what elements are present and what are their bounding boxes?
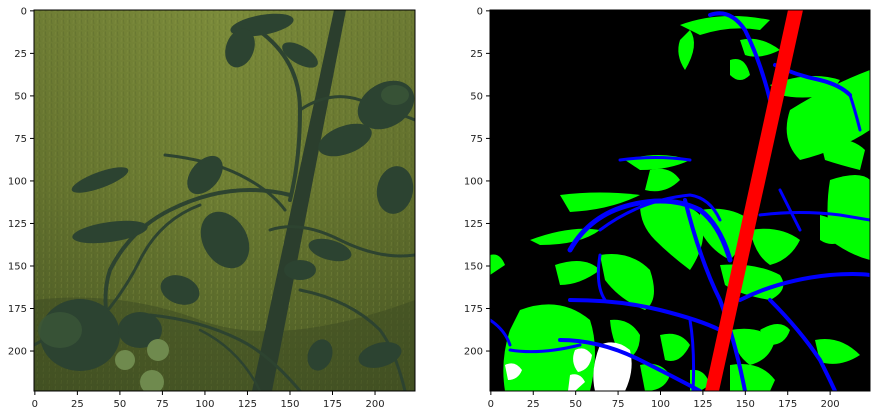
y-tick-label: 200 bbox=[8, 347, 27, 358]
y-tick-label: 25 bbox=[14, 49, 27, 60]
y-tick-label: 150 bbox=[464, 261, 483, 272]
y-tick-label: 100 bbox=[8, 176, 27, 187]
x-tick-label: 125 bbox=[693, 399, 712, 410]
y-tick-label: 175 bbox=[8, 304, 27, 315]
y-tick-label: 75 bbox=[14, 134, 27, 145]
y-axis-ticks: 0 25 50 75 100 125 150 175 200 bbox=[8, 6, 34, 358]
x-tick-label: 100 bbox=[195, 399, 214, 410]
x-tick-label: 175 bbox=[323, 399, 342, 410]
x-tick-label: 125 bbox=[238, 399, 257, 410]
y-tick-label: 75 bbox=[470, 134, 483, 145]
x-tick-label: 75 bbox=[156, 399, 169, 410]
y-tick-label: 50 bbox=[14, 91, 27, 102]
x-tick-label: 100 bbox=[651, 399, 670, 410]
x-tick-label: 25 bbox=[527, 399, 540, 410]
x-tick-label: 150 bbox=[280, 399, 299, 410]
y-tick-label: 200 bbox=[464, 347, 483, 358]
y-tick-label: 25 bbox=[470, 49, 483, 60]
y-tick-label: 0 bbox=[477, 6, 483, 17]
x-tick-label: 25 bbox=[71, 399, 84, 410]
y-tick-label: 175 bbox=[464, 304, 483, 315]
y-tick-label: 125 bbox=[8, 219, 27, 230]
x-axis-ticks: 0 25 50 75 100 125 150 175 200 bbox=[32, 391, 385, 410]
x-tick-label: 0 bbox=[488, 399, 494, 410]
x-tick-label: 0 bbox=[32, 399, 38, 410]
segmentation-mask bbox=[490, 10, 870, 391]
x-tick-label: 175 bbox=[778, 399, 797, 410]
segmentation-panel: 0 25 50 75 100 125 150 175 200 0 25 50 75 100 125 150 1… bbox=[464, 6, 871, 410]
x-tick-label: 150 bbox=[736, 399, 755, 410]
x-tick-label: 50 bbox=[114, 399, 127, 410]
y-tick-label: 0 bbox=[21, 6, 27, 17]
x-axis-ticks: 0 25 50 75 100 125 150 175 200 bbox=[488, 391, 840, 410]
x-tick-label: 200 bbox=[365, 399, 384, 410]
y-tick-label: 100 bbox=[464, 176, 483, 187]
y-tick-label: 150 bbox=[8, 261, 27, 272]
y-tick-label: 125 bbox=[464, 219, 483, 230]
x-tick-label: 75 bbox=[612, 399, 625, 410]
y-tick-label: 50 bbox=[470, 91, 483, 102]
x-tick-label: 50 bbox=[569, 399, 582, 410]
photo-panel: 0 25 50 75 100 125 150 175 200 0 25 50 75 100 125 150 1… bbox=[8, 6, 416, 410]
x-tick-label: 200 bbox=[821, 399, 840, 410]
y-axis-ticks: 0 25 50 75 100 125 150 175 200 bbox=[464, 6, 490, 358]
plant-photo bbox=[34, 10, 415, 391]
